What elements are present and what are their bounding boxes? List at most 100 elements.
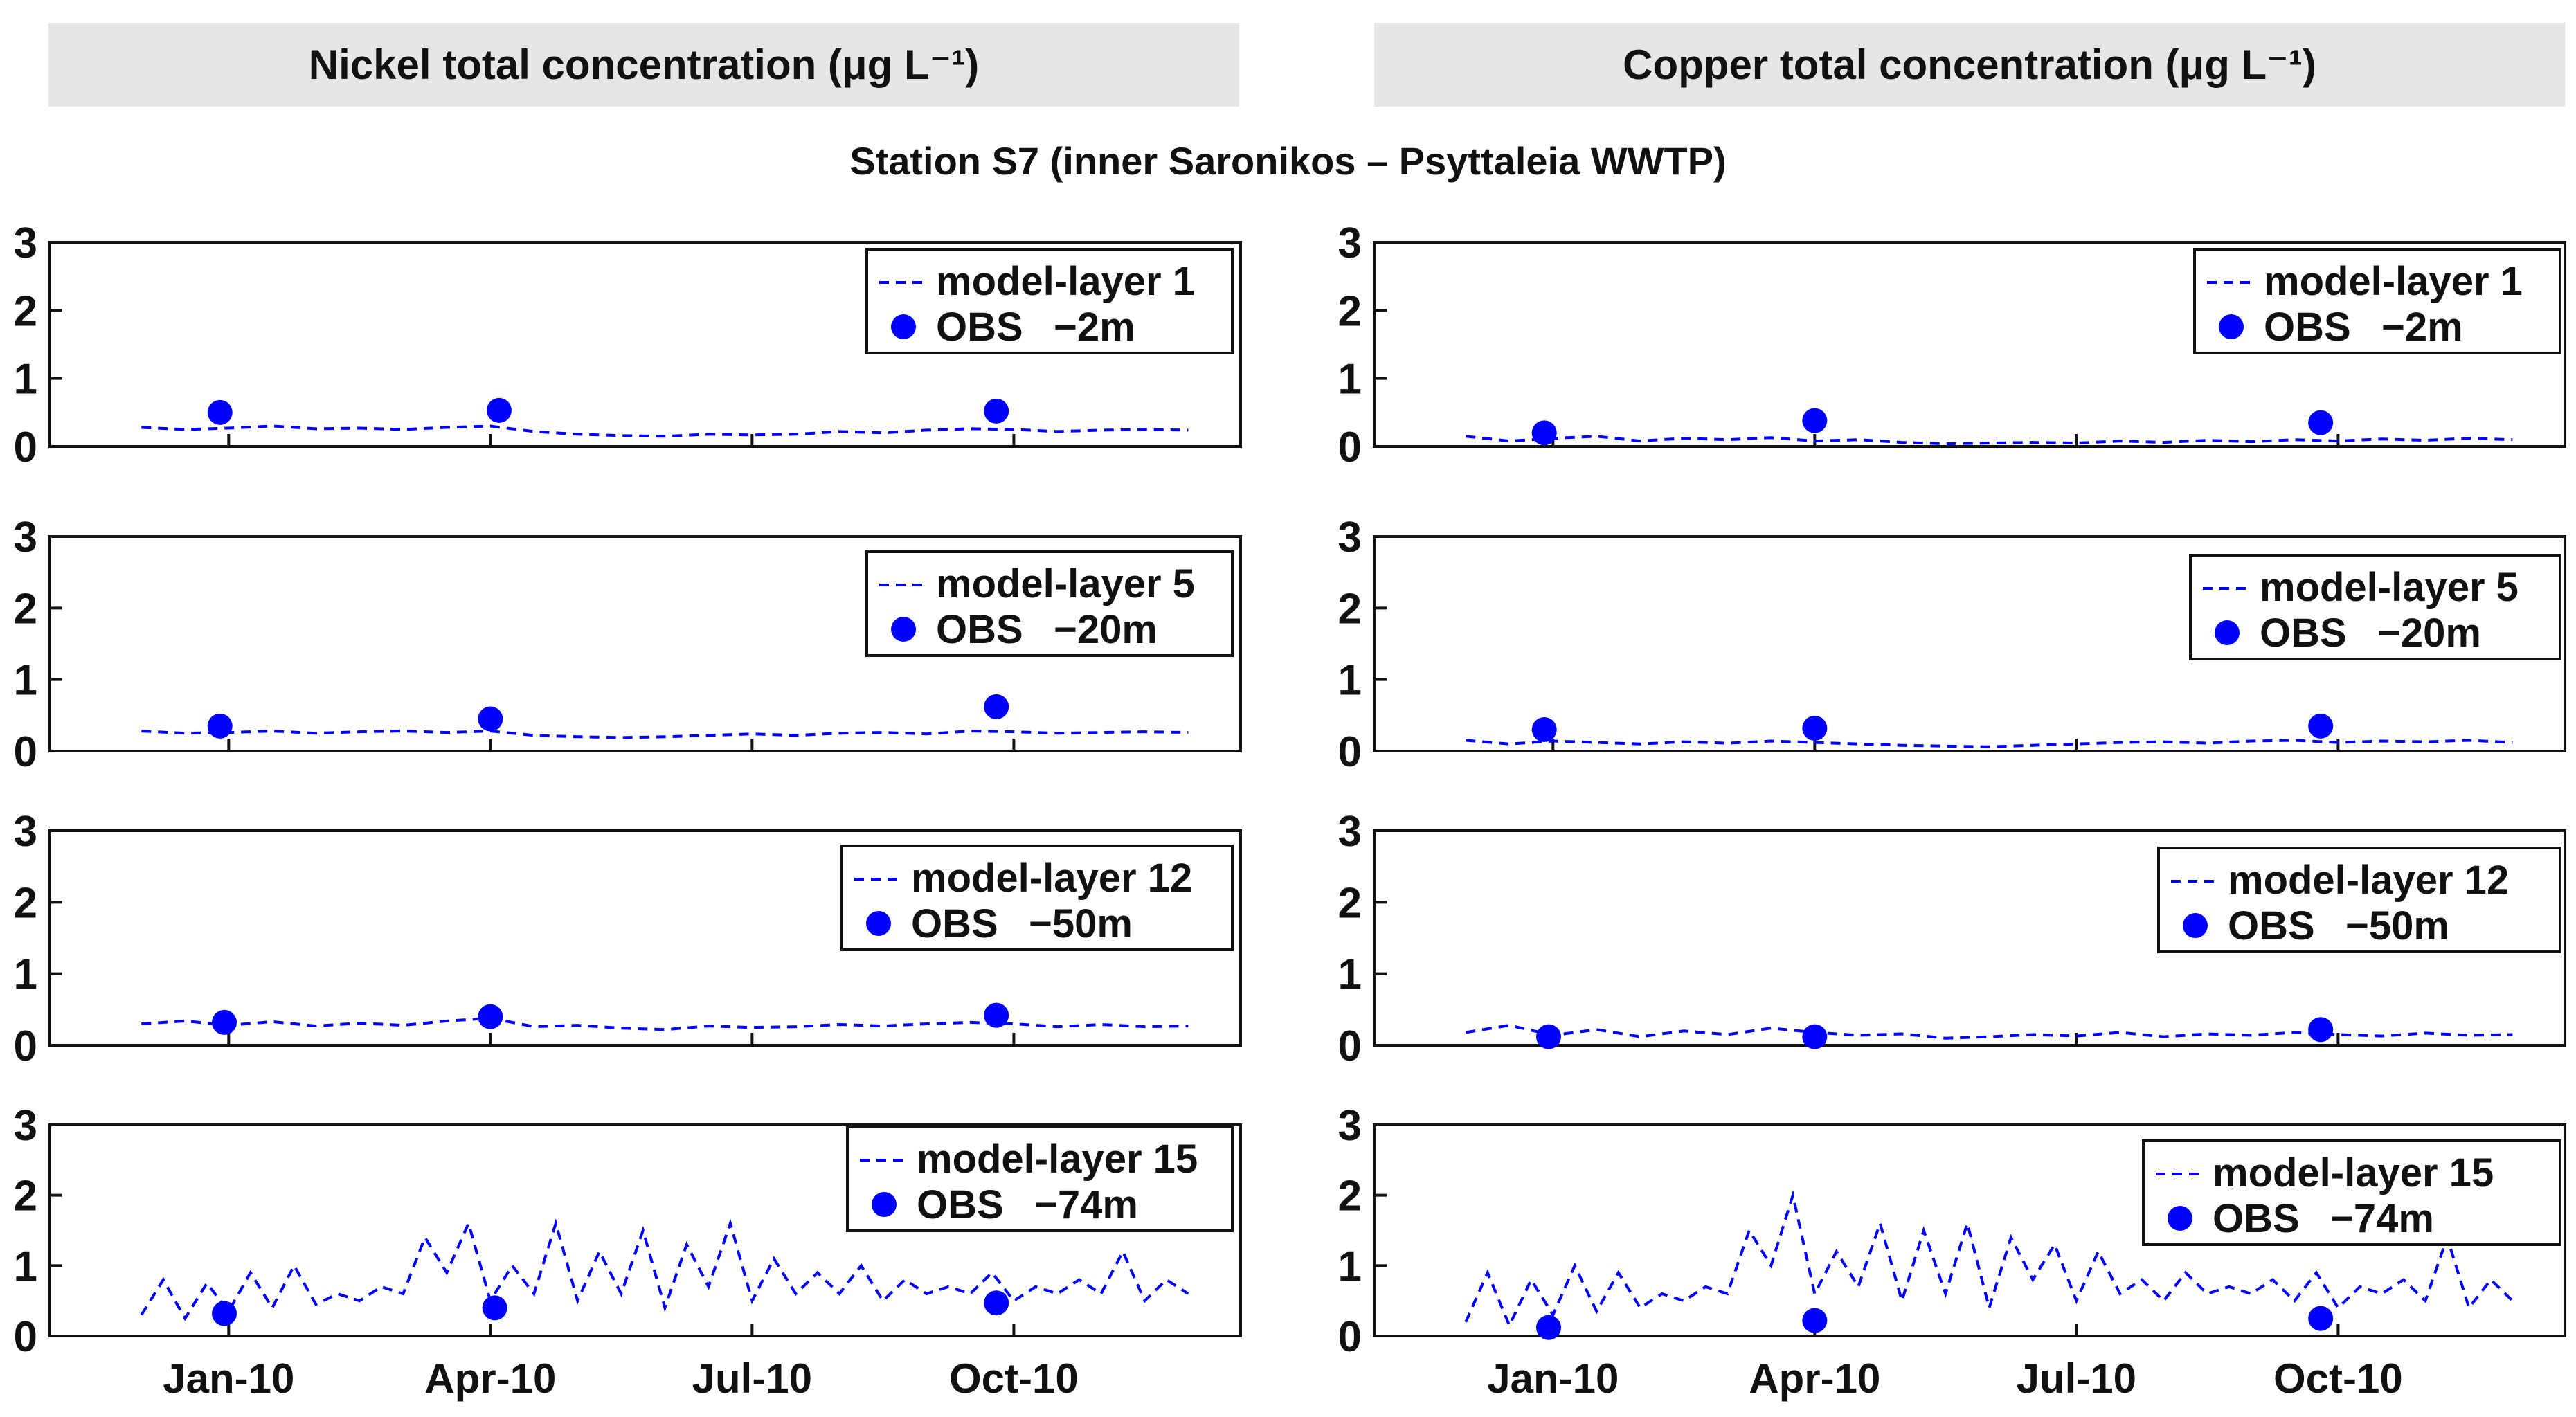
legend-line-label: model-layer 5 xyxy=(936,561,1195,606)
y-tick-label: 3 xyxy=(1338,514,1362,561)
legend-obs-swatch xyxy=(2219,314,2244,339)
obs-point xyxy=(478,1004,503,1029)
obs-point xyxy=(482,1295,507,1321)
y-tick-label: 1 xyxy=(14,657,37,705)
axes-frame xyxy=(1373,241,2566,448)
legend-line-label: model-layer 5 xyxy=(2260,565,2519,610)
legend-obs-label: OBS xyxy=(917,1182,1004,1227)
obs-point xyxy=(984,694,1009,719)
y-tick-label: 1 xyxy=(1338,657,1362,705)
legend-box xyxy=(846,1126,1234,1232)
y-tick-label: 0 xyxy=(1338,728,1362,776)
obs-point xyxy=(1802,1308,1828,1333)
y-tick-label: 3 xyxy=(14,808,37,856)
y-tick-label: 0 xyxy=(14,1313,37,1361)
y-tick-label: 3 xyxy=(1338,219,1362,267)
obs-point xyxy=(1536,1315,1562,1340)
model-series-line xyxy=(141,1016,1189,1031)
obs-point xyxy=(1802,715,1828,741)
chart-panel-3: 0 1 2 3 Jan-10 Apr-10 Jul-10 Oct-10 model-layer … xyxy=(14,1102,1242,1402)
legend-obs-depth: −20m xyxy=(2377,611,2481,656)
legend-obs-depth: −50m xyxy=(1029,901,1133,946)
legend-obs-swatch xyxy=(2168,1206,2192,1231)
legend-line-label: model-layer 12 xyxy=(2228,858,2509,903)
copper-header: Copper total concentration (μg L⁻¹) xyxy=(1374,23,2565,107)
y-tick-label: 3 xyxy=(1338,808,1362,856)
legend-obs-swatch xyxy=(2215,620,2240,645)
legend-obs-label: OBS xyxy=(2260,611,2347,656)
y-tick-label: 3 xyxy=(14,219,37,267)
x-tick-label: Jul-10 xyxy=(2017,1355,2136,1402)
model-series-line xyxy=(140,1218,1189,1321)
legend-line-label: model-layer 1 xyxy=(2264,259,2523,304)
legend-box xyxy=(2157,847,2561,953)
axes-frame xyxy=(48,535,1242,752)
legend-obs-swatch xyxy=(2183,913,2208,938)
obs-point xyxy=(984,398,1009,424)
obs-point xyxy=(984,1290,1009,1316)
legend-box xyxy=(2142,1139,2561,1246)
x-tick-label: Oct-10 xyxy=(2273,1355,2403,1402)
y-tick-label: 1 xyxy=(1338,1243,1362,1290)
legend-obs-label: OBS xyxy=(936,607,1023,652)
legend-box xyxy=(840,845,1234,951)
obs-point xyxy=(2308,410,2334,435)
legend-line-label: model-layer 12 xyxy=(911,856,1192,901)
y-tick-label: 0 xyxy=(14,728,37,776)
y-tick-label: 2 xyxy=(1338,287,1362,335)
x-tick-label: Jul-10 xyxy=(692,1355,812,1402)
y-tick-label: 2 xyxy=(14,1173,37,1220)
axes-frame xyxy=(1373,535,2566,752)
model-series-line xyxy=(141,424,1189,438)
axes-frame xyxy=(48,241,1242,448)
model-series-line xyxy=(141,730,1189,739)
model-series-line xyxy=(1466,739,2513,748)
chart-panel-7: 0 1 2 3 Jan-10 Apr-10 Jul-10 Oct-10 model-layer … xyxy=(1338,1102,2566,1402)
legend-obs-label: OBS xyxy=(2264,305,2351,350)
obs-point xyxy=(2308,1017,2334,1043)
legend-box xyxy=(865,550,1234,657)
obs-point xyxy=(207,713,233,739)
y-tick-label: 1 xyxy=(14,951,37,999)
y-tick-label: 2 xyxy=(14,879,37,927)
axes-frame xyxy=(48,829,1242,1047)
y-tick-label: 2 xyxy=(1338,585,1362,633)
obs-point xyxy=(1802,1024,1828,1049)
legend-obs-swatch xyxy=(866,911,891,936)
legend-obs-depth: −74m xyxy=(2330,1196,2434,1241)
axes-frame xyxy=(48,1123,1242,1337)
obs-point xyxy=(1531,420,1557,446)
legend-obs-depth: −74m xyxy=(1034,1182,1138,1227)
obs-point xyxy=(478,706,503,732)
legend-obs-swatch xyxy=(891,314,916,339)
obs-point xyxy=(1531,717,1557,742)
obs-point xyxy=(486,397,512,423)
obs-point xyxy=(1802,408,1828,433)
axes-frame xyxy=(1373,829,2566,1047)
y-tick-label: 1 xyxy=(14,356,37,404)
legend-line-label: model-layer 15 xyxy=(2213,1150,2494,1195)
y-tick-label: 0 xyxy=(1338,424,1362,471)
legend-box xyxy=(2193,248,2561,354)
legend-obs-swatch xyxy=(872,1192,897,1217)
legend-obs-depth: −20m xyxy=(1054,607,1158,652)
obs-point xyxy=(2308,1306,2334,1331)
obs-point xyxy=(1536,1024,1562,1049)
nickel-header-label: Nickel total concentration (μg L⁻¹) xyxy=(308,41,980,88)
legend-obs-depth: −50m xyxy=(2345,903,2449,948)
y-tick-label: 1 xyxy=(1338,951,1362,999)
y-tick-label: 0 xyxy=(14,1022,37,1070)
nickel-header: Nickel total concentration (μg L⁻¹) xyxy=(48,23,1239,107)
y-tick-label: 1 xyxy=(14,1243,37,1290)
legend-box xyxy=(865,248,1234,354)
obs-point xyxy=(212,1009,237,1035)
y-tick-label: 2 xyxy=(14,287,37,335)
axes-frame xyxy=(1373,1123,2566,1337)
y-tick-label: 0 xyxy=(14,424,37,471)
y-tick-label: 0 xyxy=(1338,1022,1362,1070)
